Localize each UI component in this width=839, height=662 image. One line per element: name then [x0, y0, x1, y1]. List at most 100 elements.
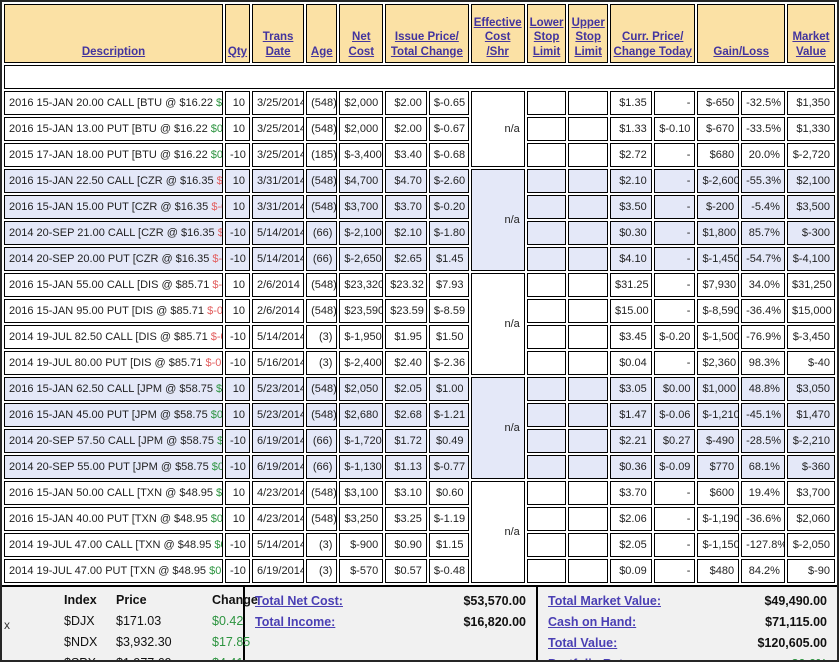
curr-price-cell: $2.05	[610, 533, 652, 557]
option-description-text: 2014 20-SEP 57.50 CALL [JPM @ $58.75	[9, 435, 218, 447]
gain-loss-cell: $-8,590	[697, 299, 740, 323]
underlying-change-text: $0.29]	[209, 565, 223, 577]
underlying-change-text: $-0.44]	[205, 357, 222, 369]
col-header-curr-price-change-today[interactable]: Curr. Price/ Change Today	[610, 4, 696, 63]
col-header-qty[interactable]: Qty	[224, 4, 250, 63]
total-income-link[interactable]: Total Income:	[255, 615, 336, 629]
col-header-market-value[interactable]: Market Value	[786, 4, 835, 63]
curr-price-cell: $1.47	[610, 403, 652, 427]
market-value-cell: $2,060	[786, 507, 835, 531]
change-today-cell: -	[653, 221, 696, 245]
position-row: 2016 15-JAN 13.00 PUT [BTU @ $16.22 $0.2…	[4, 117, 835, 141]
trans-date-cell: 2/6/2014	[252, 299, 305, 323]
net-cost-cell: $2,000	[339, 91, 384, 115]
col-header-trans-date[interactable]: Trans Date	[252, 4, 305, 63]
total-net-cost-link[interactable]: Total Net Cost:	[255, 594, 343, 608]
description-cell: 2016 15-JAN 13.00 PUT [BTU @ $16.22 $0.2…	[4, 117, 223, 141]
net-cost-cell: $-1,950	[339, 325, 384, 349]
gain-loss-cell: $1,000	[697, 377, 740, 401]
upper-stop-cell	[568, 91, 609, 115]
gain-loss-cell: $-1,190	[697, 507, 740, 531]
lower-stop-cell	[526, 559, 567, 583]
col-header-gain-loss[interactable]: Gain/Loss	[697, 4, 785, 63]
description-cell: 2014 20-SEP 57.50 CALL [JPM @ $58.75 $0.…	[4, 429, 223, 453]
underlying-change-text: $0.48]	[217, 435, 223, 447]
qty-cell: 10	[224, 507, 250, 531]
total-change-cell: $0.49	[428, 429, 469, 453]
col-header-description[interactable]: Description	[4, 4, 223, 63]
trans-date-cell: 6/19/2014	[252, 455, 305, 479]
upper-stop-cell	[568, 377, 609, 401]
gain-loss-cell: $-650	[697, 91, 740, 115]
age-cell: (3)	[306, 533, 338, 557]
qty-cell: 10	[224, 117, 250, 141]
total-change-cell: $-0.20	[428, 195, 469, 219]
issue-price-cell: $1.13	[385, 455, 427, 479]
summary-section: x Index Price Change $DJX $171.03 $0.42 …	[2, 585, 837, 660]
upper-stop-cell	[568, 481, 609, 505]
col-header-effective-cost-shr[interactable]: Effective Cost /Shr	[470, 4, 525, 63]
col-header-issue-price-total-change[interactable]: Issue Price/ Total Change	[385, 4, 469, 63]
gain-loss-pct-cell: 84.2%	[741, 559, 785, 583]
col-header-lower-stop-limit[interactable]: Lower Stop Limit	[526, 4, 567, 63]
col-header-upper-stop-limit[interactable]: Upper Stop Limit	[568, 4, 609, 63]
trans-date-cell: 5/16/2014	[252, 351, 305, 375]
underlying-change-text: $0.48]	[210, 409, 223, 421]
lower-stop-cell	[526, 273, 567, 297]
option-description-text: 2014 19-JUL 47.00 PUT [TXN @ $48.95	[9, 565, 210, 577]
total-market-value-link[interactable]: Total Market Value:	[548, 594, 661, 608]
change-today-cell: -	[653, 247, 696, 271]
underlying-change-text: $0.28]	[210, 149, 223, 161]
qty-cell: -10	[224, 143, 250, 167]
price-col-header: Price	[116, 593, 147, 607]
index-change: $0.42	[212, 614, 244, 628]
total-change-cell: $1.50	[428, 325, 469, 349]
issue-price-cell: $2.40	[385, 351, 427, 375]
change-today-cell: -	[653, 351, 696, 375]
total-change-cell: $-2.36	[428, 351, 469, 375]
trans-date-cell: 6/19/2014	[252, 429, 305, 453]
col-header-net-cost[interactable]: Net Cost	[339, 4, 384, 63]
net-cost-cell: $2,680	[339, 403, 384, 427]
upper-stop-cell	[568, 351, 609, 375]
market-value-cell: $3,700	[786, 481, 835, 505]
lower-stop-cell	[526, 117, 567, 141]
col-header-age[interactable]: Age	[306, 4, 338, 63]
index-price: $171.03	[116, 614, 162, 628]
cash-on-hand-link[interactable]: Cash on Hand:	[548, 615, 637, 629]
gain-loss-pct-cell: -127.8%	[741, 533, 785, 557]
curr-price-cell: $2.06	[610, 507, 652, 531]
age-cell: (185)	[306, 143, 338, 167]
index-symbol: $NDX	[64, 635, 98, 649]
gain-loss-pct-cell: -28.5%	[741, 429, 785, 453]
qty-cell: -10	[224, 351, 250, 375]
issue-price-cell: $4.70	[385, 169, 427, 193]
underlying-change-text: $0.29]	[210, 513, 223, 525]
lower-stop-cell	[526, 195, 567, 219]
age-cell: (66)	[306, 429, 338, 453]
underlying-change-text: $-0.18]	[216, 175, 223, 187]
gain-loss-pct-cell: -36.6%	[741, 507, 785, 531]
total-market-value-value: $49,490.00	[764, 594, 827, 608]
qty-cell: 10	[224, 169, 250, 193]
lower-stop-cell	[526, 403, 567, 427]
table-header: Description Qty Trans Date Age Net Cost …	[4, 4, 835, 63]
market-value-cell: $1,350	[786, 91, 835, 115]
gain-loss-pct-cell: -45.1%	[741, 403, 785, 427]
description-cell: 2016 15-JAN 15.00 PUT [CZR @ $16.35 $-0.…	[4, 195, 223, 219]
market-value-cell: $-3,450	[786, 325, 835, 349]
net-cost-cell: $3,700	[339, 195, 384, 219]
change-today-cell: $-0.06	[653, 403, 696, 427]
description-cell: 2016 15-JAN 55.00 CALL [DIS @ $85.71 $-0…	[4, 273, 223, 297]
separator-row	[4, 65, 835, 89]
total-value-link[interactable]: Total Value:	[548, 636, 618, 650]
issue-price-cell: $2.10	[385, 221, 427, 245]
lower-stop-cell	[526, 377, 567, 401]
age-cell: (3)	[306, 351, 338, 375]
separator-bar	[4, 65, 835, 89]
description-cell: 2016 15-JAN 62.50 CALL [JPM @ $58.75 $0.…	[4, 377, 223, 401]
portfolio-return-link[interactable]: Portfolio Return:	[548, 657, 647, 660]
change-today-cell: $0.00	[653, 377, 696, 401]
gain-loss-pct-cell: 48.8%	[741, 377, 785, 401]
issue-price-cell: $3.70	[385, 195, 427, 219]
